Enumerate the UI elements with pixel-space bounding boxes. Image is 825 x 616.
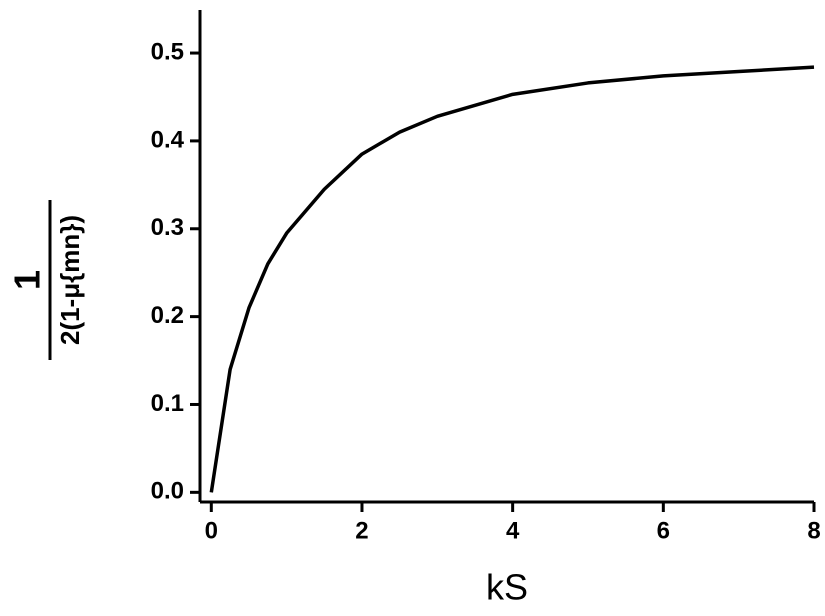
- x-tick-label: 4: [506, 517, 520, 544]
- y-tick-label: 0.1: [151, 390, 184, 417]
- y-title-denominator: 2(1-μ{mn}): [55, 215, 85, 345]
- y-tick-label: 0.4: [151, 126, 185, 153]
- y-tick-label: 0.2: [151, 302, 184, 329]
- x-tick-label: 6: [657, 517, 670, 544]
- y-tick-label: 0.0: [151, 478, 184, 505]
- x-axis-title: kS: [486, 567, 528, 608]
- y-tick-label: 0.5: [151, 38, 184, 65]
- y-title-numerator: 1: [7, 270, 48, 290]
- y-axis-title: 1 2(1-μ{mn}): [7, 200, 85, 360]
- x-tick-label: 2: [355, 517, 368, 544]
- x-tick-label: 8: [807, 517, 820, 544]
- line: [209, 65, 815, 493]
- y-tick-label: 0.3: [151, 214, 184, 241]
- x-tick-label: 0: [205, 517, 218, 544]
